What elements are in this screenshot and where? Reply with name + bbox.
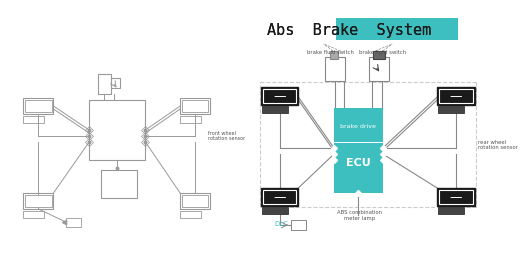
Bar bbox=[261, 188, 298, 206]
Bar bbox=[182, 195, 209, 207]
Text: brake fluid switch: brake fluid switch bbox=[307, 50, 354, 55]
Text: —: — bbox=[450, 90, 462, 104]
Bar bbox=[111, 78, 120, 88]
Bar bbox=[373, 51, 385, 59]
Bar bbox=[439, 190, 473, 204]
Bar bbox=[180, 98, 210, 114]
Bar bbox=[439, 89, 473, 103]
Bar bbox=[23, 98, 54, 114]
Bar bbox=[66, 218, 81, 227]
Bar bbox=[438, 106, 464, 113]
Bar bbox=[263, 190, 296, 204]
Bar bbox=[437, 188, 475, 206]
Text: brake light switch: brake light switch bbox=[359, 50, 406, 55]
Text: Abs  Brake  System: Abs Brake System bbox=[267, 22, 432, 38]
Bar bbox=[336, 18, 458, 40]
Bar bbox=[291, 220, 306, 230]
Bar bbox=[25, 100, 51, 112]
Bar bbox=[263, 89, 296, 103]
Text: DLC: DLC bbox=[274, 221, 288, 227]
Bar bbox=[324, 57, 345, 81]
Bar bbox=[180, 193, 210, 209]
Bar bbox=[437, 87, 475, 105]
Bar bbox=[25, 195, 51, 207]
Text: Abs  Brake  System: Abs Brake System bbox=[267, 22, 432, 38]
Text: ABS combination
meter lamp: ABS combination meter lamp bbox=[337, 210, 382, 221]
Text: brake drive: brake drive bbox=[341, 123, 376, 129]
Bar bbox=[23, 193, 54, 209]
Text: front wheel
rotation sensor: front wheel rotation sensor bbox=[209, 130, 245, 141]
Bar bbox=[330, 51, 338, 59]
Bar bbox=[23, 211, 44, 218]
Bar bbox=[438, 207, 464, 214]
Text: —: — bbox=[274, 90, 286, 104]
Bar bbox=[89, 100, 146, 160]
Bar bbox=[180, 211, 201, 218]
Bar bbox=[334, 108, 383, 193]
Bar bbox=[262, 106, 288, 113]
Text: —: — bbox=[274, 192, 286, 204]
Bar bbox=[369, 57, 389, 81]
Bar bbox=[23, 116, 44, 123]
Bar bbox=[182, 100, 209, 112]
Bar bbox=[98, 74, 111, 94]
Bar bbox=[261, 87, 298, 105]
Text: rear wheel
rotation sensor: rear wheel rotation sensor bbox=[478, 140, 518, 150]
Text: —: — bbox=[450, 192, 462, 204]
Bar bbox=[180, 116, 201, 123]
Bar bbox=[101, 170, 137, 198]
Text: ECU: ECU bbox=[346, 158, 371, 168]
Bar bbox=[262, 207, 288, 214]
